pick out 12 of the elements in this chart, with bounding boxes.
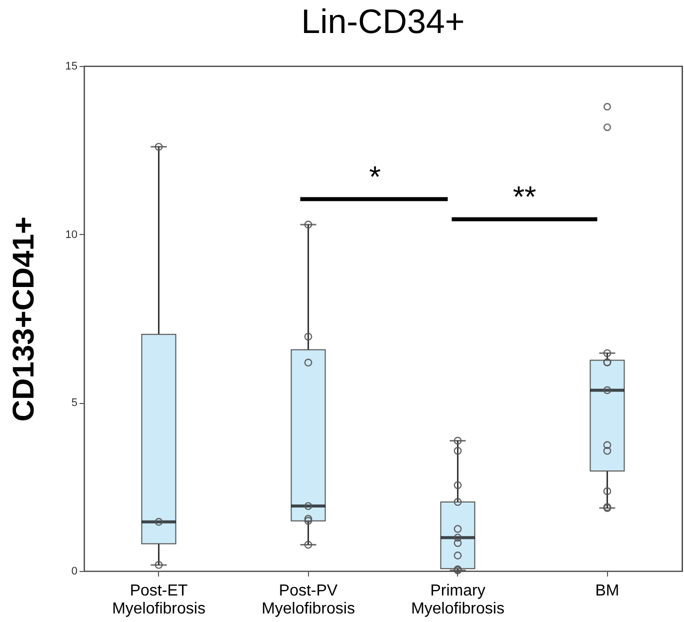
x-tick-label: BM xyxy=(595,582,620,600)
x-tick-label: Post-PV Myelofibrosis xyxy=(262,582,355,618)
y-tick-label: 5 xyxy=(71,397,78,410)
y-tick-label: 10 xyxy=(65,228,78,241)
y-tick-label: 15 xyxy=(65,60,78,72)
annotation: ** xyxy=(512,181,536,216)
x-tick-label: Post-ET Myelofibrosis xyxy=(112,582,206,618)
annotation: * xyxy=(369,161,381,196)
y-axis-title: CD133+CD41+ xyxy=(7,216,40,422)
chart-title: Lin-CD34+ xyxy=(301,3,465,41)
y-tick-label: 0 xyxy=(71,566,78,578)
x-tick-label: Primary Myelofibrosis xyxy=(411,582,504,618)
